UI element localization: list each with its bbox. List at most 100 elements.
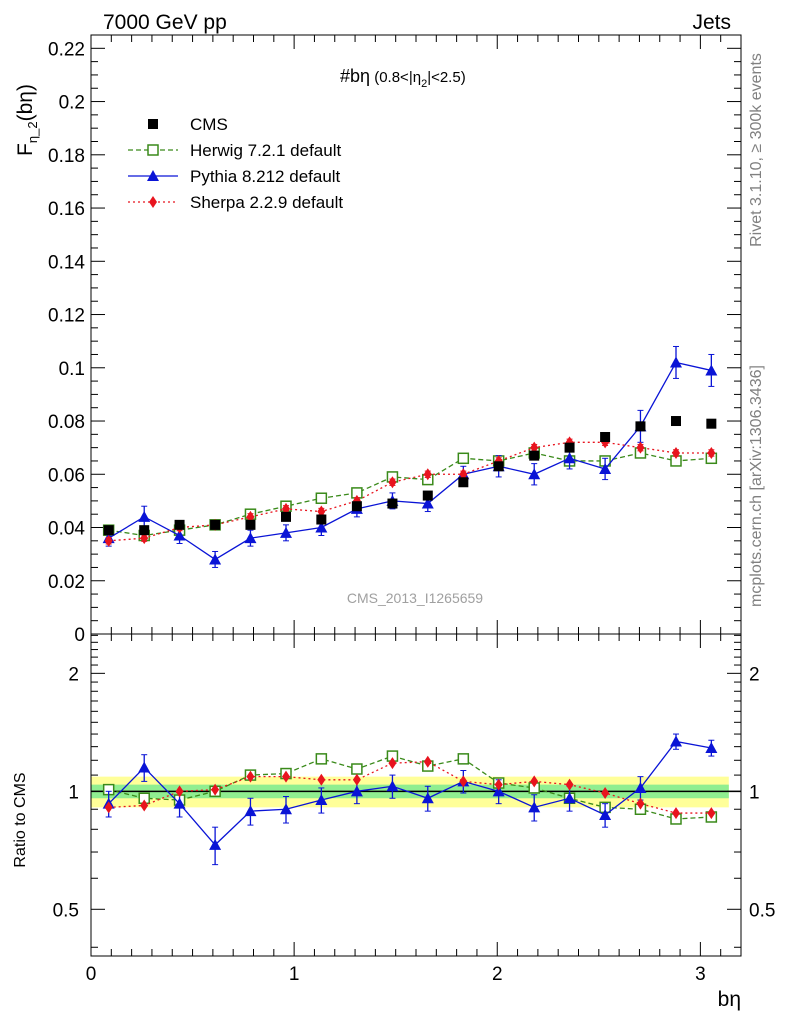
ratio-point [421,792,434,804]
main-point [245,519,256,530]
ratio-point [528,801,541,813]
main-y-tick-labels: 0 0.02 0.04 0.06 0.08 0.1 0.12 0.14 0.16 0.18 0.2 0… [48,39,85,646]
ratio-point [386,780,399,792]
main-title-sub3: |<2.5) [427,69,466,86]
legend-marker [147,144,159,156]
ratio-y-tick-label-right: 2 [749,664,760,685]
ratio-point [530,775,539,788]
main-y-tick-label: 0.14 [48,252,85,273]
ratio-series-line [108,761,712,814]
main-point [672,446,680,459]
ratio-y-tick-label-right: 0.5 [749,900,775,921]
legend-label: Pythia 8.212 default [190,167,341,186]
ratio-point [350,785,363,797]
x-tick-label: 2 [492,964,503,985]
main-point [139,525,150,536]
ratio-series-line [108,740,712,846]
ratio-point [315,794,328,806]
x-tick-label: 0 [86,964,97,985]
main-point [458,477,469,488]
main-point [421,497,434,509]
main-point [315,492,328,504]
main-point [173,529,186,541]
ratio-series-line [108,755,712,820]
main-point [209,553,222,565]
ratio-point [634,781,647,793]
ratio-point [209,838,222,850]
ratio-point [494,778,503,791]
legend-entry: Sherpa 2.2.9 default [128,193,343,212]
main-point [706,418,717,429]
main-series-line [108,452,712,537]
ratio-point [282,770,290,783]
ratio-point [211,783,220,796]
main-frame [90,34,742,635]
ratio-point [352,773,361,786]
main-point [636,441,645,454]
main-y-tick-label: 0 [74,625,85,646]
main-title-main: #bη [340,66,370,86]
ratio-point [246,770,255,783]
main-point [210,519,221,530]
ratio-point [138,761,151,773]
main-point [315,521,328,533]
main-point [707,446,716,459]
x-tick-label: 1 [289,964,300,985]
main-y-tick-label: 0.18 [48,146,85,167]
main-point [351,501,362,512]
main-y-tick-label: 0.02 [48,572,85,593]
legend-marker [147,170,159,181]
main-title-sub: (0.8<|η [370,69,421,86]
legend-label: CMS [190,115,228,134]
x-tick-labels: 0 1 2 3 [86,964,706,985]
main-point [388,476,397,489]
main-y-tick-label: 0.16 [48,199,85,220]
main-y-tick-label: 0.1 [59,359,85,380]
ratio-point [599,809,612,821]
main-title-sub2: 2 [421,78,427,90]
main-point [670,356,682,368]
ratio-point [705,741,718,753]
process-label: Jets [692,11,731,34]
main-y-tick-label: 0.04 [48,519,85,540]
ratio-point [244,805,257,817]
main-ylabel-main: F [14,143,37,156]
ratio-series-3 [104,755,716,820]
main-y-tick-label: 0.22 [48,39,85,60]
ratio-y-tick-label-right: 1 [749,782,760,803]
legend-entry: CMS [148,115,228,134]
ratio-point [315,753,328,765]
x-axis-label: bη [718,988,741,1011]
ratio-point [672,807,680,820]
main-point [174,519,185,530]
legend-label: Sherpa 2.2.9 default [190,193,343,212]
ratio-point [601,787,610,800]
main-series [102,345,718,568]
main-point [316,514,327,525]
main-series-2 [102,345,718,568]
ratio-point [140,799,149,812]
main-point [103,525,114,536]
ratio-point [670,735,682,747]
ratio-point [707,807,716,820]
main-series-3 [104,436,716,547]
main-point [104,534,113,547]
ratio-point [104,801,113,814]
main-y-tick-label: 0.2 [59,93,85,114]
main-point [423,468,432,481]
main-point [671,416,681,427]
main-y-tick-label: 0.12 [48,306,85,327]
main-series-line [108,361,712,561]
ratio-point [173,797,186,809]
legend-entry: Herwig 7.2.1 default [128,141,341,160]
main-point [281,511,291,522]
ratio-point [317,773,326,786]
ratio-point [175,785,184,798]
ratio-point [388,757,397,770]
main-point [244,532,257,544]
main-point [280,526,292,538]
energy-label: 7000 GeV pp [103,11,227,34]
main-point [705,364,718,376]
main-ylabel: Fη_2(bη) [14,84,40,156]
